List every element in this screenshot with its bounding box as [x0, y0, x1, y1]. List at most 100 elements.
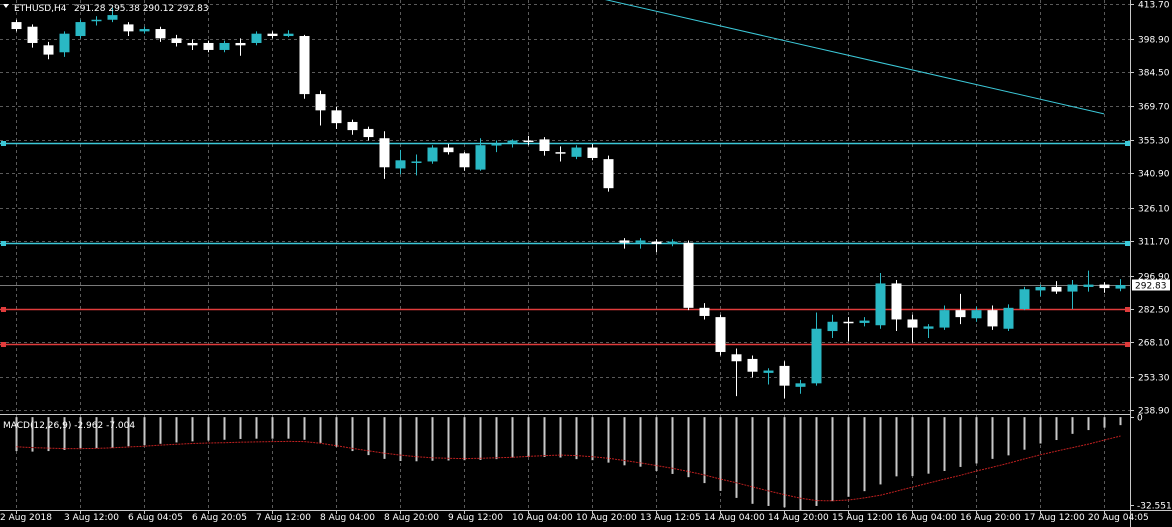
candle — [347, 121, 358, 131]
time-tick-label: 6 Aug 20:05 — [192, 513, 247, 523]
candle — [267, 33, 278, 37]
candle — [379, 138, 390, 168]
level-handle-right — [1125, 342, 1130, 347]
candle — [331, 110, 342, 124]
current-price-tag — [1132, 279, 1170, 291]
candle — [1051, 286, 1062, 292]
level-handle-left — [1, 241, 6, 246]
candle — [27, 26, 38, 43]
candle — [283, 33, 294, 37]
candle — [955, 310, 966, 318]
candle — [155, 29, 166, 39]
candle — [315, 94, 326, 111]
candlesticks — [11, 8, 1126, 399]
macd-indicator — [15, 417, 1122, 510]
time-tick-label: 16 Aug 20:00 — [960, 513, 1021, 523]
level-handle-left — [1, 141, 6, 146]
time-tick-label: 13 Aug 12:05 — [640, 513, 701, 523]
macd-tick-label: 0 — [1137, 414, 1143, 424]
level-handle-right — [1125, 141, 1130, 146]
price-tick-label: 398.90 — [1138, 36, 1170, 46]
time-tick-label: 16 Aug 04:00 — [896, 513, 957, 523]
price-tick-label: 340.90 — [1138, 170, 1170, 180]
candle — [859, 320, 870, 323]
candle — [587, 147, 598, 158]
candle — [795, 383, 806, 387]
level-handle-left — [1, 342, 6, 347]
candle — [843, 321, 854, 324]
price-tick-label: 326.10 — [1138, 205, 1170, 215]
candle — [1003, 307, 1014, 329]
candle — [187, 42, 198, 46]
candle — [459, 153, 470, 168]
candle — [171, 38, 182, 43]
candle — [667, 241, 678, 244]
candle — [971, 310, 982, 319]
candle — [395, 160, 406, 169]
candle — [235, 42, 246, 46]
macd-tick-label: -32.551 — [1137, 502, 1172, 512]
macd-label: MACD(12,26,9) -2.962 -7.004 — [3, 421, 135, 431]
trendline-layer[interactable] — [592, 0, 1105, 115]
candle — [491, 144, 502, 146]
time-tick-label: 20 Aug 04:05 — [1088, 513, 1149, 523]
candle — [251, 33, 262, 43]
time-axis-ticks: 2 Aug 2018 3 Aug 12:00 6 Aug 04:05 6 Aug 20… — [0, 510, 1149, 523]
price-tick-label: 355.30 — [1138, 137, 1170, 147]
candle — [875, 283, 886, 326]
horizontal-levels[interactable] — [0, 141, 1130, 347]
time-tick-label: 7 Aug 12:00 — [256, 513, 311, 523]
price-tick-label: 369.70 — [1138, 103, 1170, 113]
candle — [91, 19, 102, 22]
candle — [507, 140, 518, 143]
candle — [363, 128, 374, 138]
candle — [715, 317, 726, 352]
candle — [299, 36, 310, 95]
price-tag: 292.83 — [1132, 279, 1170, 292]
candle — [939, 310, 950, 328]
price-tick-label: 384.50 — [1138, 69, 1170, 79]
candle — [1019, 289, 1030, 309]
time-tick-label: 2 Aug 2018 — [0, 513, 52, 523]
ohlc-values: 291.28 295.38 290.12 292.83 — [74, 4, 209, 14]
candle — [203, 42, 214, 50]
candle — [811, 328, 822, 384]
chevron-down-icon — [3, 4, 9, 8]
candle — [59, 33, 70, 53]
time-tick-label: 14 Aug 20:00 — [768, 513, 829, 523]
macd-axis-ticks: 0 -32.551 — [1130, 414, 1172, 512]
candle — [1099, 284, 1110, 289]
candle — [443, 147, 454, 153]
price-tick-label: 311.70 — [1138, 238, 1170, 248]
candle — [907, 319, 918, 328]
time-tick-label: 15 Aug 12:00 — [832, 513, 893, 523]
candle — [763, 370, 774, 373]
time-tick-label: 8 Aug 20:00 — [384, 513, 439, 523]
level-handle-left — [1, 307, 6, 312]
candle — [139, 29, 150, 32]
symbol-label: ETHUSD,H4 — [14, 4, 67, 14]
candle — [603, 159, 614, 189]
candle — [747, 358, 758, 372]
price-tick-label: 268.10 — [1138, 339, 1170, 349]
candle — [411, 161, 422, 163]
time-tick-label: 17 Aug 12:00 — [1024, 513, 1085, 523]
candle — [1115, 284, 1126, 289]
candle — [731, 354, 742, 362]
candle — [987, 310, 998, 327]
candle — [891, 283, 902, 320]
level-handle-right — [1125, 241, 1130, 246]
trendline — [604, 0, 1105, 115]
candle — [523, 140, 534, 143]
candle — [923, 326, 934, 329]
candle — [619, 240, 630, 243]
time-tick-label: 10 Aug 04:00 — [512, 513, 573, 523]
candle — [219, 42, 230, 50]
candle — [1083, 284, 1094, 287]
candle — [571, 147, 582, 157]
price-tick-label: 238.90 — [1138, 407, 1170, 417]
candle — [779, 365, 790, 386]
candle — [1067, 284, 1078, 292]
candle — [43, 45, 54, 55]
